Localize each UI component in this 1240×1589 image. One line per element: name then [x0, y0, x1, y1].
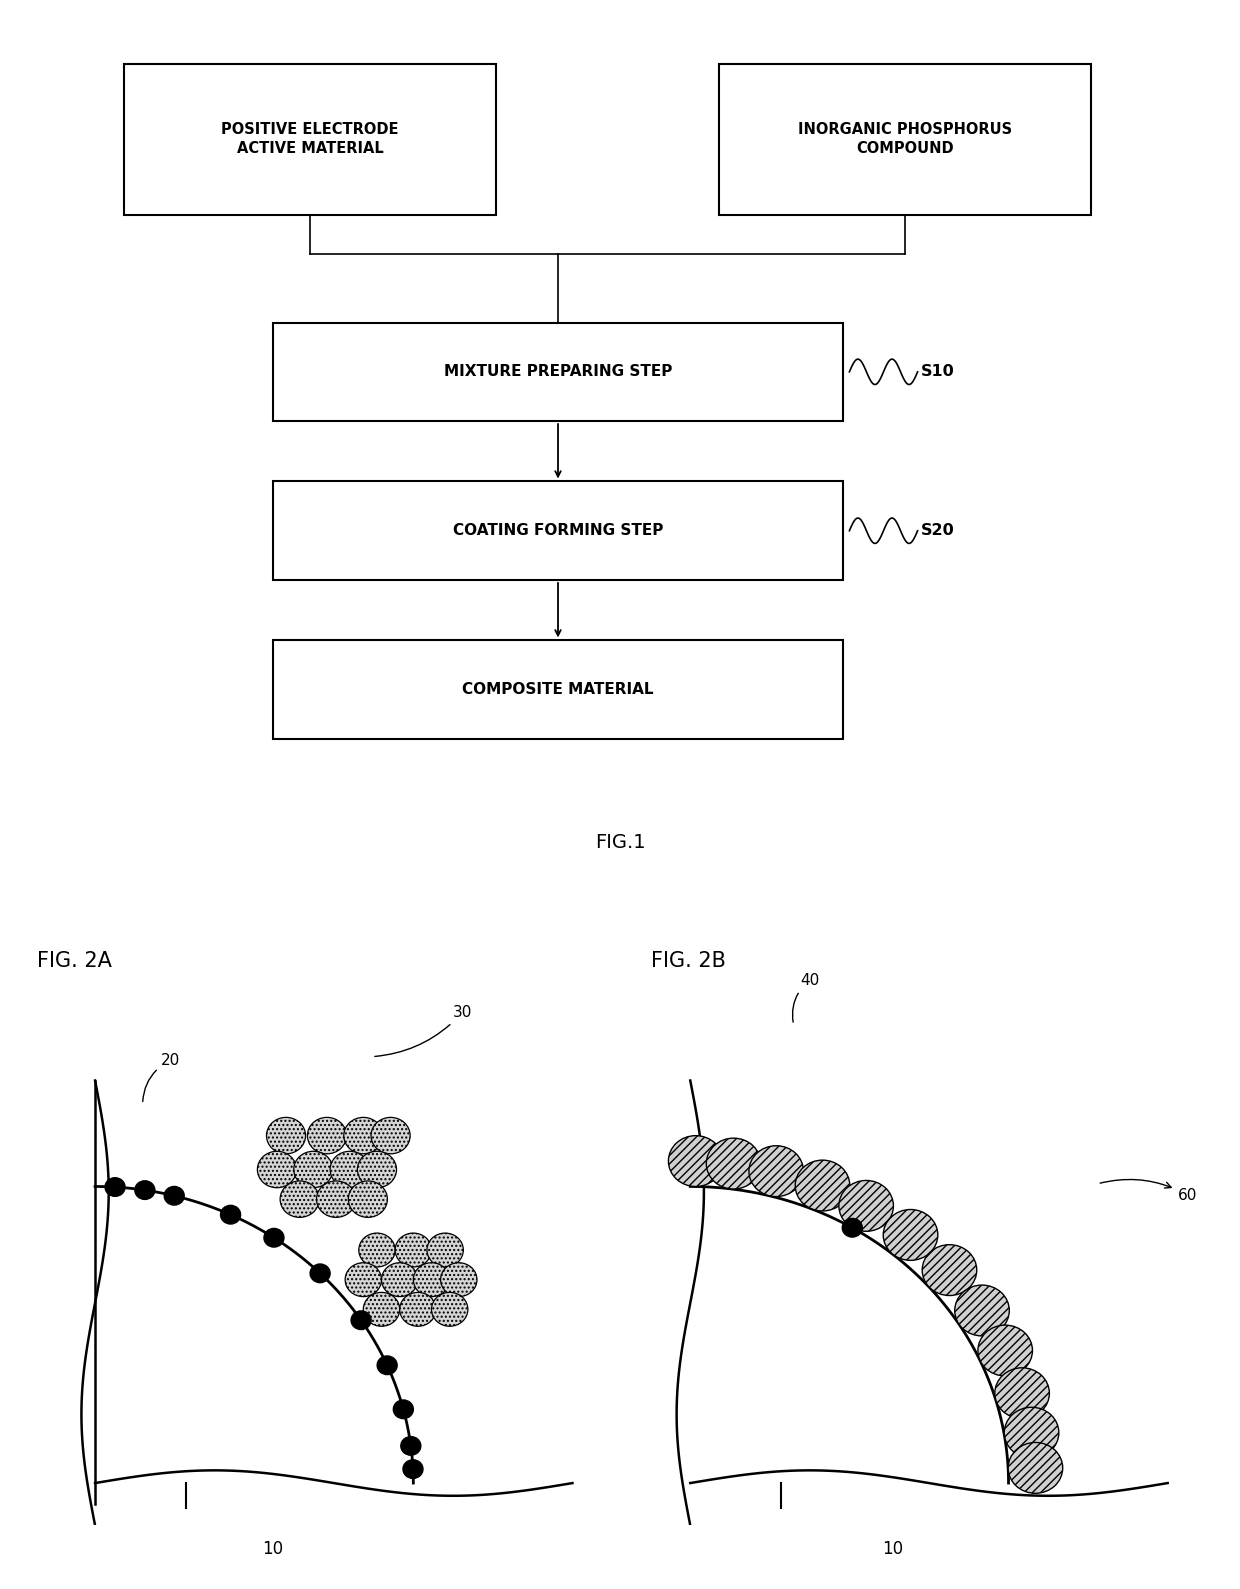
Circle shape	[432, 1292, 467, 1327]
Circle shape	[1008, 1443, 1063, 1494]
Text: COMPOSITE MATERIAL: COMPOSITE MATERIAL	[463, 682, 653, 698]
Circle shape	[707, 1138, 761, 1189]
Text: FIG. 2A: FIG. 2A	[37, 952, 112, 971]
Text: MIXTURE PREPARING STEP: MIXTURE PREPARING STEP	[444, 364, 672, 380]
FancyBboxPatch shape	[273, 640, 843, 739]
Circle shape	[330, 1152, 370, 1187]
Circle shape	[308, 1117, 346, 1154]
Circle shape	[842, 1219, 862, 1238]
Circle shape	[267, 1117, 305, 1154]
Circle shape	[440, 1263, 477, 1297]
Circle shape	[316, 1181, 356, 1217]
Text: 10: 10	[262, 1540, 284, 1559]
Circle shape	[258, 1152, 296, 1187]
Text: 10: 10	[882, 1540, 904, 1559]
FancyBboxPatch shape	[273, 323, 843, 421]
Text: INORGANIC PHOSPHORUS
COMPOUND: INORGANIC PHOSPHORUS COMPOUND	[799, 122, 1012, 156]
Circle shape	[795, 1160, 849, 1211]
Circle shape	[399, 1292, 436, 1327]
Circle shape	[413, 1263, 450, 1297]
Circle shape	[363, 1292, 399, 1327]
FancyBboxPatch shape	[273, 481, 843, 580]
Text: 40: 40	[792, 972, 820, 1022]
Circle shape	[343, 1117, 383, 1154]
Circle shape	[164, 1187, 185, 1204]
Circle shape	[221, 1206, 241, 1224]
Circle shape	[393, 1400, 413, 1419]
Circle shape	[105, 1177, 125, 1197]
Circle shape	[280, 1181, 319, 1217]
Circle shape	[839, 1181, 894, 1231]
Circle shape	[377, 1355, 397, 1374]
Circle shape	[994, 1368, 1049, 1419]
Circle shape	[294, 1152, 332, 1187]
Circle shape	[955, 1286, 1009, 1336]
Text: 60: 60	[1100, 1179, 1198, 1203]
FancyBboxPatch shape	[124, 64, 496, 215]
Circle shape	[401, 1436, 420, 1456]
Circle shape	[427, 1233, 464, 1266]
Circle shape	[351, 1311, 371, 1330]
Text: COATING FORMING STEP: COATING FORMING STEP	[453, 523, 663, 539]
Circle shape	[345, 1263, 382, 1297]
Circle shape	[357, 1152, 397, 1187]
Circle shape	[883, 1209, 937, 1260]
Circle shape	[668, 1136, 723, 1187]
Circle shape	[923, 1244, 977, 1295]
Circle shape	[371, 1117, 410, 1154]
Text: S10: S10	[921, 364, 955, 380]
Text: 30: 30	[374, 1004, 472, 1057]
Text: 20: 20	[143, 1052, 181, 1101]
Circle shape	[135, 1181, 155, 1200]
Circle shape	[310, 1263, 330, 1282]
Circle shape	[396, 1233, 432, 1266]
Circle shape	[358, 1233, 396, 1266]
Text: FIG. 2B: FIG. 2B	[651, 952, 725, 971]
Circle shape	[348, 1181, 387, 1217]
Circle shape	[382, 1263, 418, 1297]
Text: S20: S20	[921, 523, 955, 539]
FancyBboxPatch shape	[719, 64, 1091, 215]
Text: FIG.1: FIG.1	[595, 833, 645, 852]
Circle shape	[978, 1325, 1033, 1376]
Circle shape	[1004, 1408, 1059, 1459]
Circle shape	[264, 1228, 284, 1247]
Circle shape	[749, 1146, 804, 1197]
Circle shape	[403, 1460, 423, 1478]
Text: POSITIVE ELECTRODE
ACTIVE MATERIAL: POSITIVE ELECTRODE ACTIVE MATERIAL	[221, 122, 399, 156]
Polygon shape	[95, 1187, 413, 1525]
